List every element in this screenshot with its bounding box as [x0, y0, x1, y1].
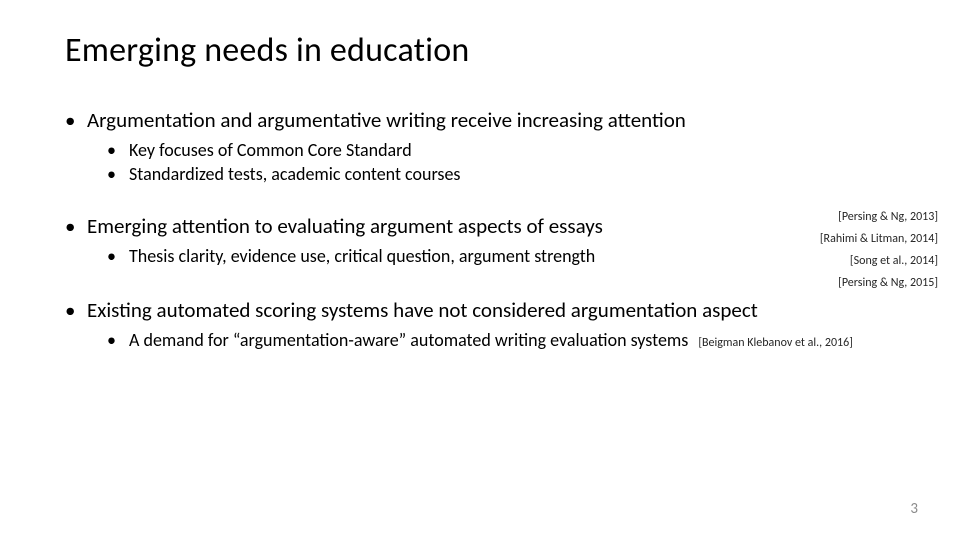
citation-1: [Persing & Ng, 2013]	[820, 210, 938, 224]
bullet-2: Emerging attention to evaluating argumen…	[65, 213, 900, 267]
bullet-1-sub-1: Key focuses of Common Core Standard	[107, 139, 900, 161]
bullet-3-sublist: A demand for “argumentation-aware” autom…	[87, 329, 900, 351]
citation-2: [Rahimi & Litman, 2014]	[820, 232, 938, 246]
bullet-3-sub-1: A demand for “argumentation-aware” autom…	[107, 329, 900, 351]
citation-5: [Beigman Klebanov et al., 2016]	[698, 336, 853, 350]
bullet-2-sub-1: Thesis clarity, evidence use, critical q…	[107, 245, 900, 267]
bullet-list: Argumentation and argumentative writing …	[65, 107, 900, 185]
bullet-3: Existing automated scoring systems have …	[65, 297, 900, 351]
citation-4: [Persing & Ng, 2015]	[820, 276, 938, 290]
bullet-2-text: Emerging attention to evaluating argumen…	[87, 213, 603, 239]
bullet-1: Argumentation and argumentative writing …	[65, 107, 900, 185]
bullet-list-3: Existing automated scoring systems have …	[65, 297, 900, 351]
slide: Emerging needs in education Argumentatio…	[0, 0, 960, 540]
page-number: 3	[910, 500, 918, 518]
citation-3: [Song et al., 2014]	[820, 254, 938, 268]
bullet-2-sublist: Thesis clarity, evidence use, critical q…	[87, 245, 900, 267]
bullet-1-sublist: Key focuses of Common Core Standard Stan…	[87, 139, 900, 185]
bullet-3-sub-1-text: A demand for “argumentation-aware” autom…	[129, 329, 688, 351]
slide-title: Emerging needs in education	[65, 30, 900, 71]
bullet-list-2: Emerging attention to evaluating argumen…	[65, 213, 900, 267]
bullet-1-text: Argumentation and argumentative writing …	[87, 107, 686, 133]
citation-stack: [Persing & Ng, 2013] [Rahimi & Litman, 2…	[820, 210, 938, 298]
bullet-3-text: Existing automated scoring systems have …	[87, 297, 758, 323]
bullet-1-sub-2: Standardized tests, academic content cou…	[107, 163, 900, 185]
